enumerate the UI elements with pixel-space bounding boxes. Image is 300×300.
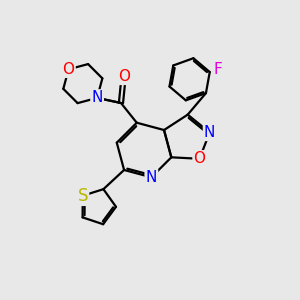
Text: O: O [194, 151, 206, 166]
Text: N: N [92, 90, 103, 105]
Text: N: N [204, 125, 215, 140]
Text: N: N [146, 170, 157, 185]
Text: S: S [77, 187, 88, 205]
Text: F: F [213, 62, 222, 77]
Text: O: O [118, 69, 130, 84]
Text: O: O [63, 62, 75, 77]
